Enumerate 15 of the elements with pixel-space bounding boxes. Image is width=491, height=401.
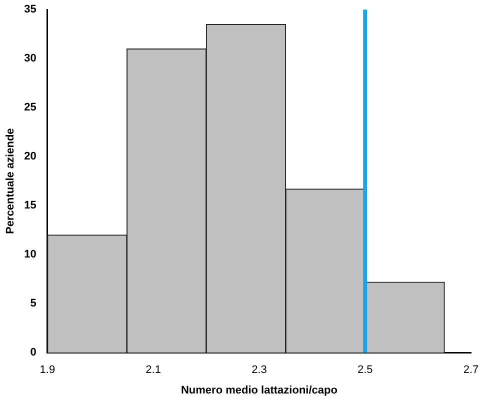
y-tick-label: 25 xyxy=(24,102,36,114)
y-tick-label: 30 xyxy=(24,52,36,65)
x-tick-label: 2.5 xyxy=(357,364,373,376)
x-tick-label: 2.3 xyxy=(252,364,267,376)
y-tick-label: 0 xyxy=(30,346,36,359)
y-tick-label: 10 xyxy=(24,248,36,261)
y-tick-label: 5 xyxy=(30,298,36,310)
y-axis-title: Percentuale aziende xyxy=(4,128,17,234)
x-tick-label: 2.7 xyxy=(463,364,479,376)
y-tick-label: 15 xyxy=(24,200,36,212)
y-tick-label: 20 xyxy=(24,150,36,163)
x-tick-label: 2.1 xyxy=(146,364,161,376)
x-axis-title: Numero medio lattazioni/capo xyxy=(180,384,338,396)
x-tick-label: 1.9 xyxy=(40,364,56,376)
y-tick-label: 35 xyxy=(24,4,36,16)
